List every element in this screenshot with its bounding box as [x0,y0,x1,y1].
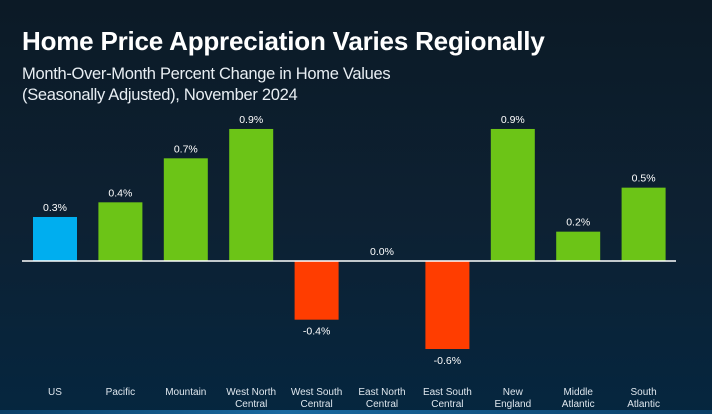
value-label-9: 0.5% [632,173,656,185]
value-label-6: -0.6% [434,355,461,367]
bar-1 [98,202,143,261]
category-label-9: South Atlantic [627,387,660,410]
category-label-8: Middle Atlantic [562,387,595,410]
bar-0 [33,216,77,261]
subtitle-line-2: (Seasonally Adjusted), November 2024 [22,86,298,104]
bar-4 [294,261,339,320]
value-label-3: 0.9% [239,114,263,126]
category-label-5: East North Central [358,387,405,410]
value-label-1: 0.4% [108,187,132,199]
bottom-accent-band [0,410,712,414]
value-label-2: 0.7% [174,143,198,155]
subtitle-line-1: Month-Over-Month Percent Change in Home … [22,65,391,83]
bar-9 [621,187,666,261]
chart-title: Home Price Appreciation Varies Regionall… [22,26,545,56]
value-label-7: 0.9% [501,114,525,126]
bar-3 [229,128,274,261]
bar-6 [425,261,470,350]
value-label-5: 0.0% [370,246,394,258]
category-label-7: New England [494,387,531,410]
category-label-6: East South Central [423,387,472,410]
value-label-8: 0.2% [566,217,590,229]
category-label-3: West North Central [226,387,276,410]
bar-8 [556,231,601,261]
value-label-0: 0.3% [43,202,67,214]
value-label-4: -0.4% [303,326,330,338]
category-label-1: Pacific [106,387,135,398]
chart-subtitle: Month-Over-Month Percent Change in Home … [22,64,391,106]
category-label-0: US [48,387,62,398]
category-label-2: Mountain [165,387,206,398]
category-label-4: West South Central [291,387,343,410]
bar-7 [490,128,535,261]
bar-2 [163,158,208,261]
